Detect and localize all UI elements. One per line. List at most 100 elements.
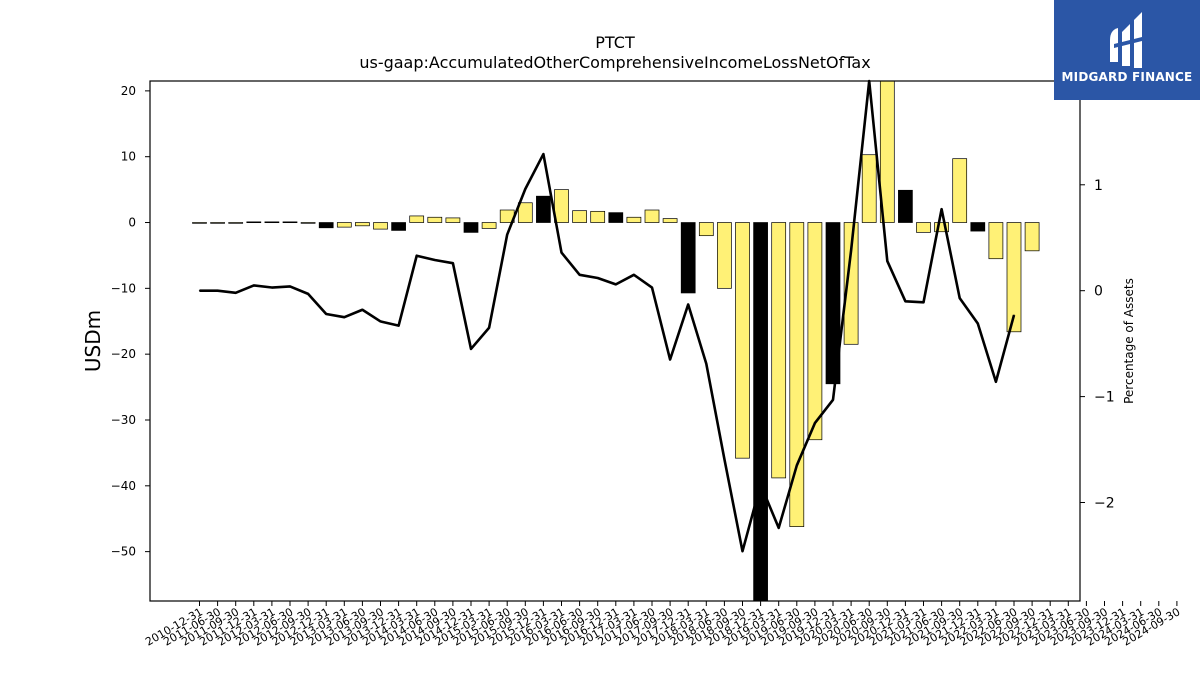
bar [246,221,262,224]
bar [861,154,877,223]
line-point [524,188,526,190]
bar [698,222,714,237]
line-point [778,527,780,529]
bar [282,221,298,224]
bar [644,209,660,223]
line-point [416,255,418,257]
y-tick-label: −10 [111,281,136,295]
bar [445,217,461,223]
y-tick-label: 20 [121,84,136,98]
y-tick-label: −40 [111,479,136,493]
bar [427,216,443,223]
line-point [271,286,273,289]
y-tick-label: 10 [121,150,136,164]
y-tick-label: −20 [111,347,136,361]
y-tick-label: −50 [111,545,136,559]
bar [517,202,533,223]
bar [554,189,569,223]
brand-logo: MIDGARD FINANCE [1054,0,1200,100]
bar [300,222,316,224]
line-point [506,233,508,236]
line-point [760,483,762,486]
bar [264,221,280,224]
y2-tick-label: −2 [1094,496,1115,512]
line-point [995,381,997,383]
y-tick-label: −30 [111,413,136,427]
line-point [615,283,617,285]
line-point [850,249,852,252]
line-point [579,274,581,276]
line-point [452,262,454,264]
line-point [633,274,635,276]
bar [680,222,696,294]
line-point [398,325,400,327]
line-point [959,297,961,299]
bar [1006,222,1022,333]
bar [192,222,207,224]
y-axis-left: 20 10 0 −10 −20 −30 −40 −50 [111,84,150,559]
line-point [235,292,237,294]
line-point [941,208,943,210]
bar [536,195,551,223]
line-path [199,79,1016,553]
bar [1024,222,1040,252]
bar [735,222,750,459]
bar [807,222,823,441]
line-point [488,327,490,329]
bar [409,215,425,223]
y2-axis-label: Percentage of Assets [1122,278,1136,404]
bar [717,222,732,289]
bar [771,222,787,479]
line-point [687,303,689,306]
bar [210,222,225,224]
line-point [343,316,345,318]
line-point [198,290,201,292]
line-point [361,309,363,311]
line-point [886,260,888,262]
bar [336,222,352,228]
line-point [904,300,907,302]
line-point [597,277,599,279]
bar [988,222,1004,260]
bar [481,222,497,229]
bar [391,222,406,231]
line-point [977,322,979,325]
bar [970,222,986,232]
y2-tick-label: −1 [1094,390,1115,406]
brand-name: MIDGARD FINANCE [1061,70,1193,84]
line-point [922,301,925,303]
line-point [651,286,653,289]
bar [626,216,642,223]
line-point [379,320,382,323]
line-point [796,464,798,467]
bar [318,222,334,229]
chart-subtitle: us-gaap:AccumulatedOtherComprehensiveInc… [359,53,870,72]
plot-frame [149,80,1081,602]
bar [355,222,370,227]
line-point [832,399,834,401]
brand-mark-icon [1110,12,1146,68]
line-point [289,285,291,288]
line-point [253,284,255,286]
line-point [217,290,219,292]
bar [463,222,479,233]
line-point [560,251,563,254]
line-point [723,458,726,460]
bar [590,210,606,223]
y-axis-right: 1 0 −1 −2 [1080,178,1115,512]
line-point [542,153,545,155]
bar [789,222,805,527]
line-point [470,348,472,350]
y2-tick-label: 0 [1094,284,1103,300]
line-point [307,293,309,295]
line-point [705,363,707,365]
bar [916,222,931,233]
line-point [669,358,671,361]
bar [608,212,624,223]
bar [373,222,388,230]
bar [662,218,678,223]
bar [825,222,841,385]
x-axis: 2010-12-312011-06-302011-09-302011-12-31… [143,601,1182,649]
bar [898,189,913,223]
